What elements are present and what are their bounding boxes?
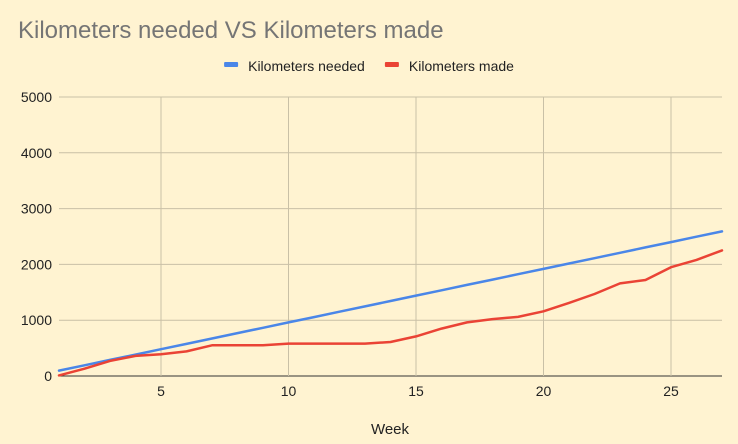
legend: Kilometers needed Kilometers made [224,58,514,74]
legend-item-2[interactable]: Kilometers made [384,58,514,74]
y-tick-label: 1000 [21,312,52,328]
gridlines [59,96,722,377]
x-axis-title: Week [371,421,410,438]
x-tick-label: 20 [536,383,552,399]
legend-swatch [384,62,399,67]
x-tick-label: 15 [408,383,424,399]
x-tick-label: 5 [157,383,165,399]
legend-label: Kilometers made [409,58,514,74]
y-tick-label: 0 [44,368,52,384]
series-lines [57,230,724,377]
series-line-2 [57,249,724,377]
y-axis-ticks: 0 1000 2000 3000 4000 5000 [21,89,52,384]
x-tick-label: 25 [663,383,679,399]
x-tick-label: 10 [281,383,297,399]
x-axis-ticks: 5 10 15 20 25 [157,383,679,399]
legend-item-1[interactable]: Kilometers needed [224,58,365,74]
y-tick-label: 2000 [21,256,52,272]
y-tick-label: 5000 [21,89,52,105]
y-tick-label: 4000 [21,145,52,161]
legend-label: Kilometers needed [248,58,365,74]
series-line-1 [57,230,724,372]
chart-title: Kilometers needed VS Kilometers made [18,17,444,44]
legend-swatch [224,62,239,67]
y-tick-label: 3000 [21,201,52,217]
